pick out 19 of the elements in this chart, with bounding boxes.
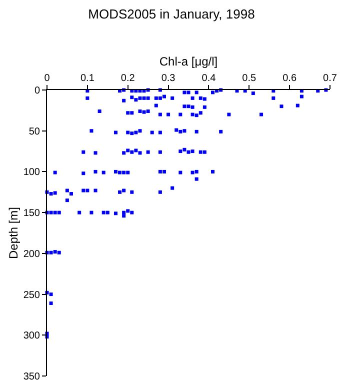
y-tick-label: 250 (23, 290, 40, 301)
x-tick-label: 0.5 (242, 73, 257, 84)
y-tick-label: 0 (34, 86, 40, 96)
y-tick-label: 100 (23, 167, 40, 178)
x-tick-label: 0.1 (80, 73, 95, 84)
x-tick-label: 0.7 (323, 73, 338, 84)
x-tick-label: 0.3 (161, 73, 176, 84)
x-axis-title: Chl-a [μg/l] (159, 54, 218, 68)
y-tick-label: 300 (23, 330, 40, 342)
y-tick-label: 200 (23, 248, 40, 260)
y-tick-label: 350 (23, 372, 40, 382)
chart-title: MODS2005 in January, 1998 (88, 6, 255, 22)
y-tick-label: 150 (23, 208, 40, 220)
x-tick-label: 0.6 (282, 73, 297, 84)
x-tick-label: 0 (44, 73, 50, 84)
y-axis-title: Depth [m] (6, 206, 21, 260)
x-tick-label: 0.2 (120, 73, 136, 84)
y-tick-label: 50 (28, 126, 40, 138)
x-tick-label: 0.4 (202, 73, 216, 84)
